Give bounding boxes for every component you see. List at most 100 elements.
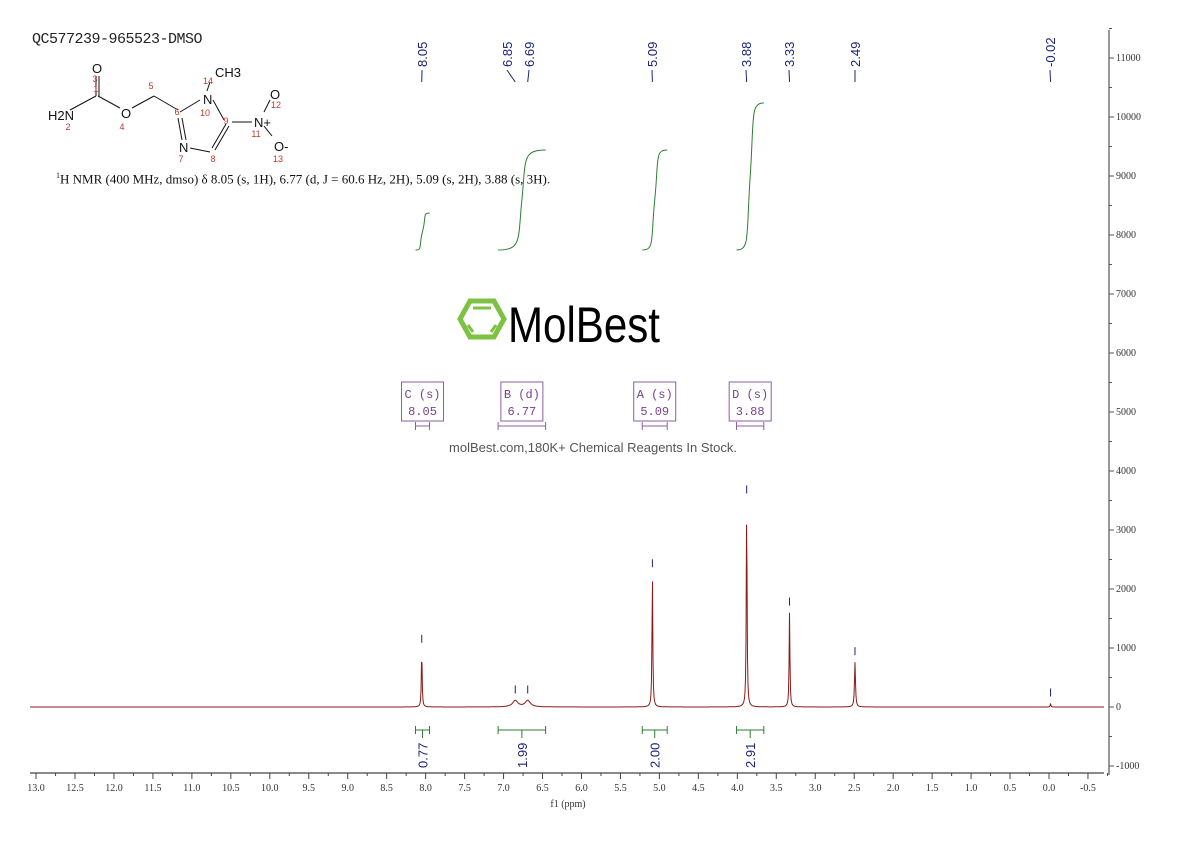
- x-tick-label: 9.0: [341, 783, 354, 794]
- peak-label: -0.02: [1043, 37, 1058, 67]
- atom-h2n: H2N: [48, 108, 74, 123]
- atom-number: 6: [174, 107, 179, 117]
- x-tick-label: 1.5: [926, 783, 939, 794]
- x-tick-label: 11.5: [144, 783, 161, 794]
- atom-number: 13: [273, 154, 283, 164]
- x-tick-label: 5.5: [614, 783, 627, 794]
- multiplet-label: D (s): [732, 388, 768, 402]
- x-tick-label: 13.0: [27, 783, 45, 794]
- x-tick-label: 5.0: [653, 783, 666, 794]
- molbest-logo-icon: [457, 298, 507, 340]
- atom-number: 7: [178, 154, 183, 164]
- atom-ch3: CH3: [215, 65, 241, 80]
- y-tick-label: 5000: [1116, 407, 1136, 418]
- atom-number: 9: [223, 116, 228, 126]
- multiplet-label: C (s): [405, 388, 441, 402]
- x-tick-label: 8.0: [419, 783, 432, 794]
- multiplet-box: [500, 381, 544, 422]
- x-tick-label: 7.0: [497, 783, 510, 794]
- y-tick-label: 4000: [1116, 466, 1136, 477]
- atom-o3: O: [92, 61, 102, 76]
- integral-curve: [736, 102, 764, 251]
- nucleus-superscript: 1: [56, 171, 60, 180]
- atom-number: 10: [200, 108, 210, 118]
- x-tick-label: 3.0: [809, 783, 822, 794]
- x-tick-label: 9.5: [303, 783, 316, 794]
- multiplet-shift: 8.05: [408, 405, 437, 419]
- atom-n11: N+: [254, 115, 271, 130]
- atom-number: 12: [271, 100, 281, 110]
- multiplet-label: A (s): [637, 388, 673, 402]
- y-tick-label: 6000: [1116, 348, 1136, 359]
- atom-number: 8: [210, 154, 215, 164]
- x-tick-label: 10.5: [222, 783, 240, 794]
- atom-o13: O-: [274, 139, 288, 154]
- atom-n7: N: [179, 140, 188, 155]
- x-tick-label: -0.5: [1080, 783, 1096, 794]
- spectrum-line: [30, 524, 1104, 708]
- multiplet-box: [633, 381, 677, 422]
- atom-number: 14: [203, 76, 213, 86]
- integral-curve: [642, 149, 668, 251]
- y-tick-label: 8000: [1116, 230, 1136, 241]
- atom-number: 5: [148, 81, 153, 91]
- watermark-tagline: molBest.com,180K+ Chemical Reagents In S…: [449, 440, 737, 455]
- peak-label: 6.85: [500, 42, 515, 67]
- atom-n10: N: [203, 92, 212, 107]
- y-tick-label: 7000: [1116, 289, 1136, 300]
- atom-o4: O: [121, 106, 131, 121]
- peak-label-leader: [506, 69, 516, 83]
- atom-number: 11: [251, 129, 260, 139]
- peak-label-leader: [788, 69, 791, 83]
- peak-label: 2.49: [848, 42, 863, 67]
- x-tick-label: 12.5: [66, 783, 84, 794]
- peak-label: 5.09: [645, 42, 660, 67]
- x-tick-label: 1.0: [965, 783, 978, 794]
- integral-curve: [498, 149, 546, 251]
- x-tick-label: 7.5: [458, 783, 471, 794]
- atom-number: 1: [93, 84, 98, 94]
- x-tick-label: 6.0: [575, 783, 588, 794]
- x-tick-label: 4.5: [692, 783, 705, 794]
- peak-label: 8.05: [415, 42, 430, 67]
- multiplet-shift: 5.09: [640, 405, 669, 419]
- x-tick-label: 2.5: [848, 783, 861, 794]
- x-tick-label: 6.5: [536, 783, 549, 794]
- atom-number: 3: [92, 74, 97, 84]
- peak-label-leader: [745, 69, 748, 83]
- x-axis-label: f1 (ppm): [550, 799, 585, 810]
- nmr-summary: 1H NMR (400 MHz, dmso) δ 8.05 (s, 1H), 6…: [56, 171, 550, 187]
- nmr-summary-text: H NMR (400 MHz, dmso) δ 8.05 (s, 1H), 6.…: [60, 171, 551, 187]
- watermark-brand: MolBest: [508, 297, 660, 353]
- integral-value: 2.00: [648, 743, 663, 768]
- atom-number: 2: [65, 122, 70, 132]
- peak-label-leader: [1049, 69, 1052, 83]
- multiplet-shift: 3.88: [736, 405, 765, 419]
- y-tick-label: 1000: [1116, 643, 1136, 654]
- y-tick-label: -1000: [1116, 761, 1139, 772]
- integral-value: 0.77: [416, 743, 431, 768]
- integral-curve: [415, 212, 430, 251]
- x-tick-label: 3.5: [770, 783, 783, 794]
- x-tick-label: 10.0: [261, 783, 279, 794]
- peak-label: 3.33: [782, 42, 797, 67]
- x-tick-label: 0.0: [1043, 783, 1056, 794]
- multiplet-shift: 6.77: [507, 405, 536, 419]
- y-tick-label: 11000: [1116, 53, 1141, 64]
- molbest-watermark: MolBest: [457, 297, 660, 353]
- y-tick-label: 10000: [1116, 112, 1141, 123]
- y-tick-label: 2000: [1116, 584, 1136, 595]
- x-tick-label: 4.0: [731, 783, 744, 794]
- x-tick-label: 12.0: [105, 783, 123, 794]
- x-tick-label: 11.0: [183, 783, 200, 794]
- atom-o12: O: [270, 87, 280, 102]
- y-tick-label: 3000: [1116, 525, 1136, 536]
- x-tick-label: 2.0: [887, 783, 900, 794]
- multiplet-label: B (d): [504, 388, 540, 402]
- y-tick-label: 9000: [1116, 171, 1136, 182]
- peak-label-leader: [527, 69, 530, 83]
- integral-value: 2.91: [743, 743, 758, 768]
- x-tick-label: 0.5: [1004, 783, 1017, 794]
